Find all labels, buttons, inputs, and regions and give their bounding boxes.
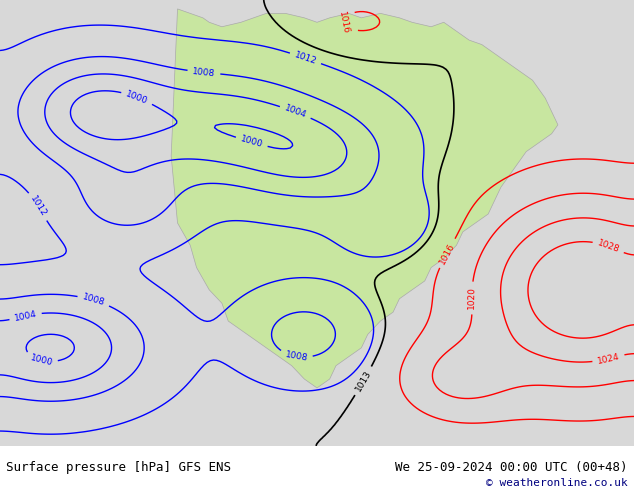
Text: 1020: 1020 — [467, 287, 477, 310]
Text: 1008: 1008 — [192, 67, 216, 78]
Text: 1004: 1004 — [13, 309, 37, 322]
Text: 1013: 1013 — [354, 368, 373, 393]
Text: 1024: 1024 — [597, 352, 621, 366]
Text: 1008: 1008 — [81, 293, 106, 308]
Text: 1004: 1004 — [283, 104, 307, 120]
Text: 1000: 1000 — [125, 89, 150, 106]
Text: 1012: 1012 — [29, 195, 48, 219]
Text: We 25-09-2024 00:00 UTC (00+48): We 25-09-2024 00:00 UTC (00+48) — [395, 462, 628, 474]
Text: 1000: 1000 — [29, 353, 54, 368]
Text: 1016: 1016 — [337, 11, 351, 35]
Text: 1016: 1016 — [438, 241, 456, 266]
Text: 1028: 1028 — [596, 239, 621, 254]
Text: 1012: 1012 — [294, 50, 318, 66]
Text: Surface pressure [hPa] GFS ENS: Surface pressure [hPa] GFS ENS — [6, 462, 231, 474]
Text: 1000: 1000 — [240, 134, 264, 149]
Text: 1008: 1008 — [284, 350, 308, 363]
Text: © weatheronline.co.uk: © weatheronline.co.uk — [486, 478, 628, 488]
Polygon shape — [171, 9, 558, 388]
